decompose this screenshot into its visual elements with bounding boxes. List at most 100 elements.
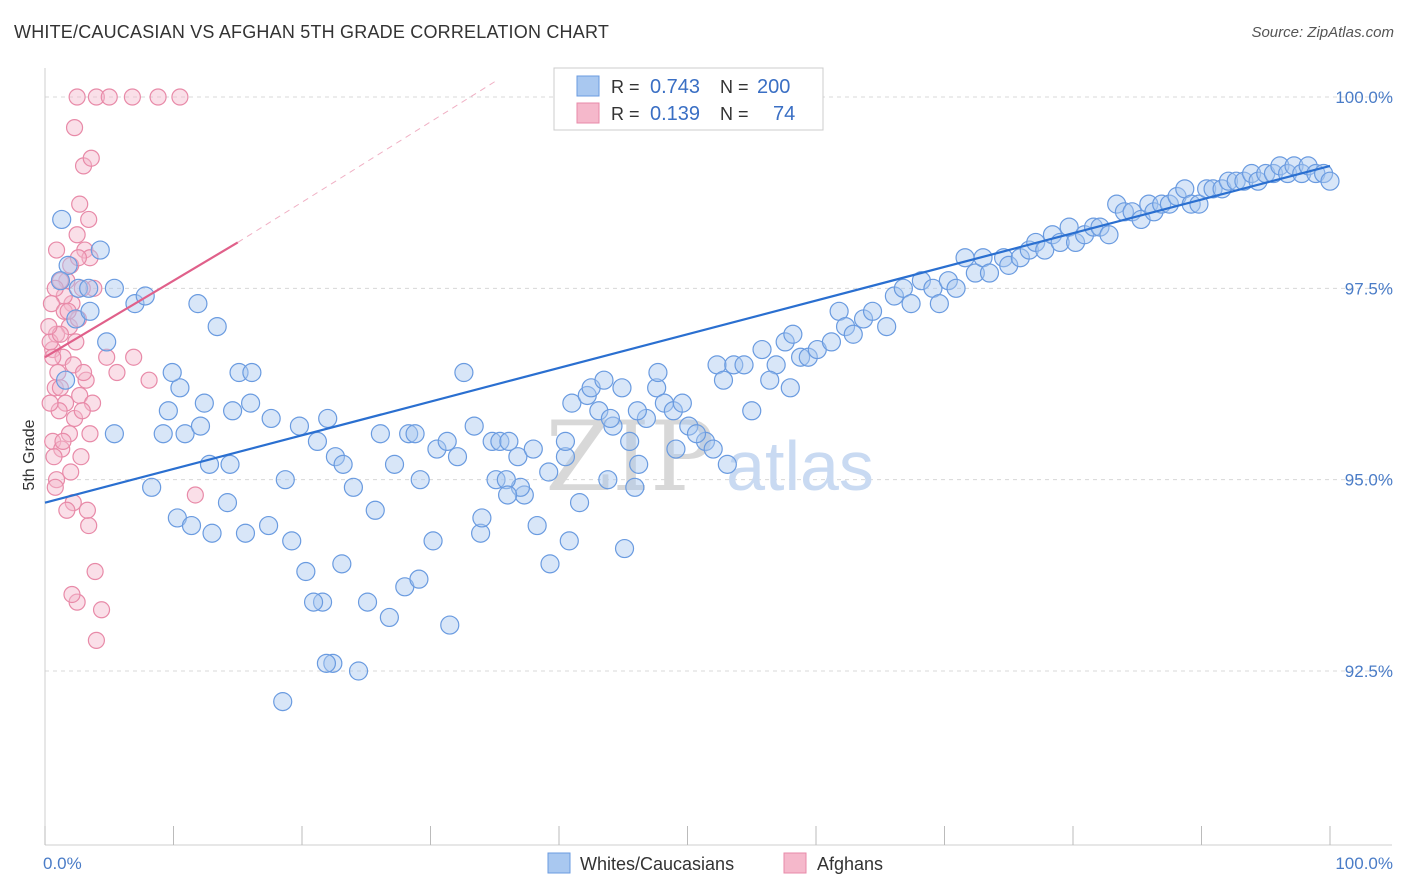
afghan-point [47,241,66,259]
afghan-point [108,363,126,382]
white-point [58,255,78,275]
y-tick-label-2: 95.0% [1345,471,1393,490]
white-point [877,317,897,337]
y-tick-label-3: 92.5% [1345,662,1393,681]
white-point [273,692,293,712]
afghan-point [41,394,59,412]
afghan-point [73,402,91,420]
white-point [1107,194,1127,214]
bottom-legend-swatch-white [547,852,571,874]
afghan-point [86,562,104,581]
white-point [893,278,913,298]
white-point [1099,225,1119,245]
y-axis-label: 5th Grade [21,419,38,490]
white-point [742,401,762,421]
white-point [508,447,528,467]
afghan-point [40,318,58,336]
white-trend-line [44,164,1331,504]
white-point [332,554,352,574]
legend-r-label-afghan: R = [611,104,640,124]
white-point [672,393,692,413]
white-point [275,470,295,490]
white-point [370,424,390,444]
afghan-point [171,88,189,106]
white-point [79,278,99,298]
afghan-point [42,295,61,313]
white-point [217,493,238,513]
white-point [220,454,240,474]
white-point [843,324,863,344]
white-point [307,431,328,451]
white-point [357,592,378,612]
white-point [104,424,124,444]
legend-r-value-afghan: 0.139 [650,103,700,125]
source-note: Source: ZipAtlas.com [1251,24,1394,41]
white-point [1263,163,1284,184]
white-point [142,477,162,497]
white-point [946,278,966,298]
white-point [379,607,399,628]
white-point [188,294,208,314]
afghan-point [123,88,141,106]
afghan-point [67,333,85,351]
white-point [241,393,261,413]
white-point [365,500,385,520]
axes [44,68,1392,846]
x-tick-label-0: 0.0% [43,854,82,873]
white-point [440,615,460,635]
afghan-point [81,425,99,443]
afghan-point [100,88,118,106]
bottom-legend-label-white: Whites/Caucasians [580,854,734,874]
white-point [384,454,405,474]
white-point [527,515,547,536]
white-point [447,447,468,467]
white-point [90,240,110,260]
y-tick-label-0: 100.0% [1335,88,1393,107]
white-point [539,462,559,482]
white-point [261,408,281,429]
legend-swatch-white [576,75,600,97]
white-point [153,424,173,444]
legend-n-label-afghan: N = [720,104,749,124]
white-point [979,263,1000,283]
legend-n-value-afghan: 74 [773,103,795,125]
afghan-point [98,348,116,366]
afghan-point [59,302,77,320]
white-point [194,393,214,413]
afghan-point [46,379,64,397]
white-point [289,416,310,436]
legend-swatch-afghan [576,102,600,124]
white-point [325,447,346,467]
white-point [612,378,632,398]
white-point [498,485,518,505]
white-point [170,378,190,398]
white-point [523,439,543,459]
white-point [181,515,202,536]
afghan-point [72,448,90,466]
afghan-point [62,463,80,481]
legend-n-value-white: 200 [757,76,790,98]
white-point [901,294,921,314]
white-point [614,538,635,559]
afghan-point [65,119,84,137]
afghan-point [78,501,97,519]
correlation-legend: R = 0.743 N = 200 R = 0.139 N = 74 [553,67,824,131]
white-point [1320,171,1340,191]
white-point [752,339,772,360]
afghan-point [80,516,98,535]
legend-r-value-white: 0.743 [650,76,700,98]
afghan-points [40,88,204,649]
white-point [627,401,647,421]
white-point [999,255,1019,275]
afghan-point [125,348,143,366]
white-point [648,362,668,383]
white-point [323,653,343,673]
white-point [790,347,811,367]
afghan-point [68,88,86,106]
white-point [80,301,100,321]
afghan-point [140,371,158,389]
white-point [821,332,842,352]
white-point [175,424,195,444]
white-point [666,439,686,459]
